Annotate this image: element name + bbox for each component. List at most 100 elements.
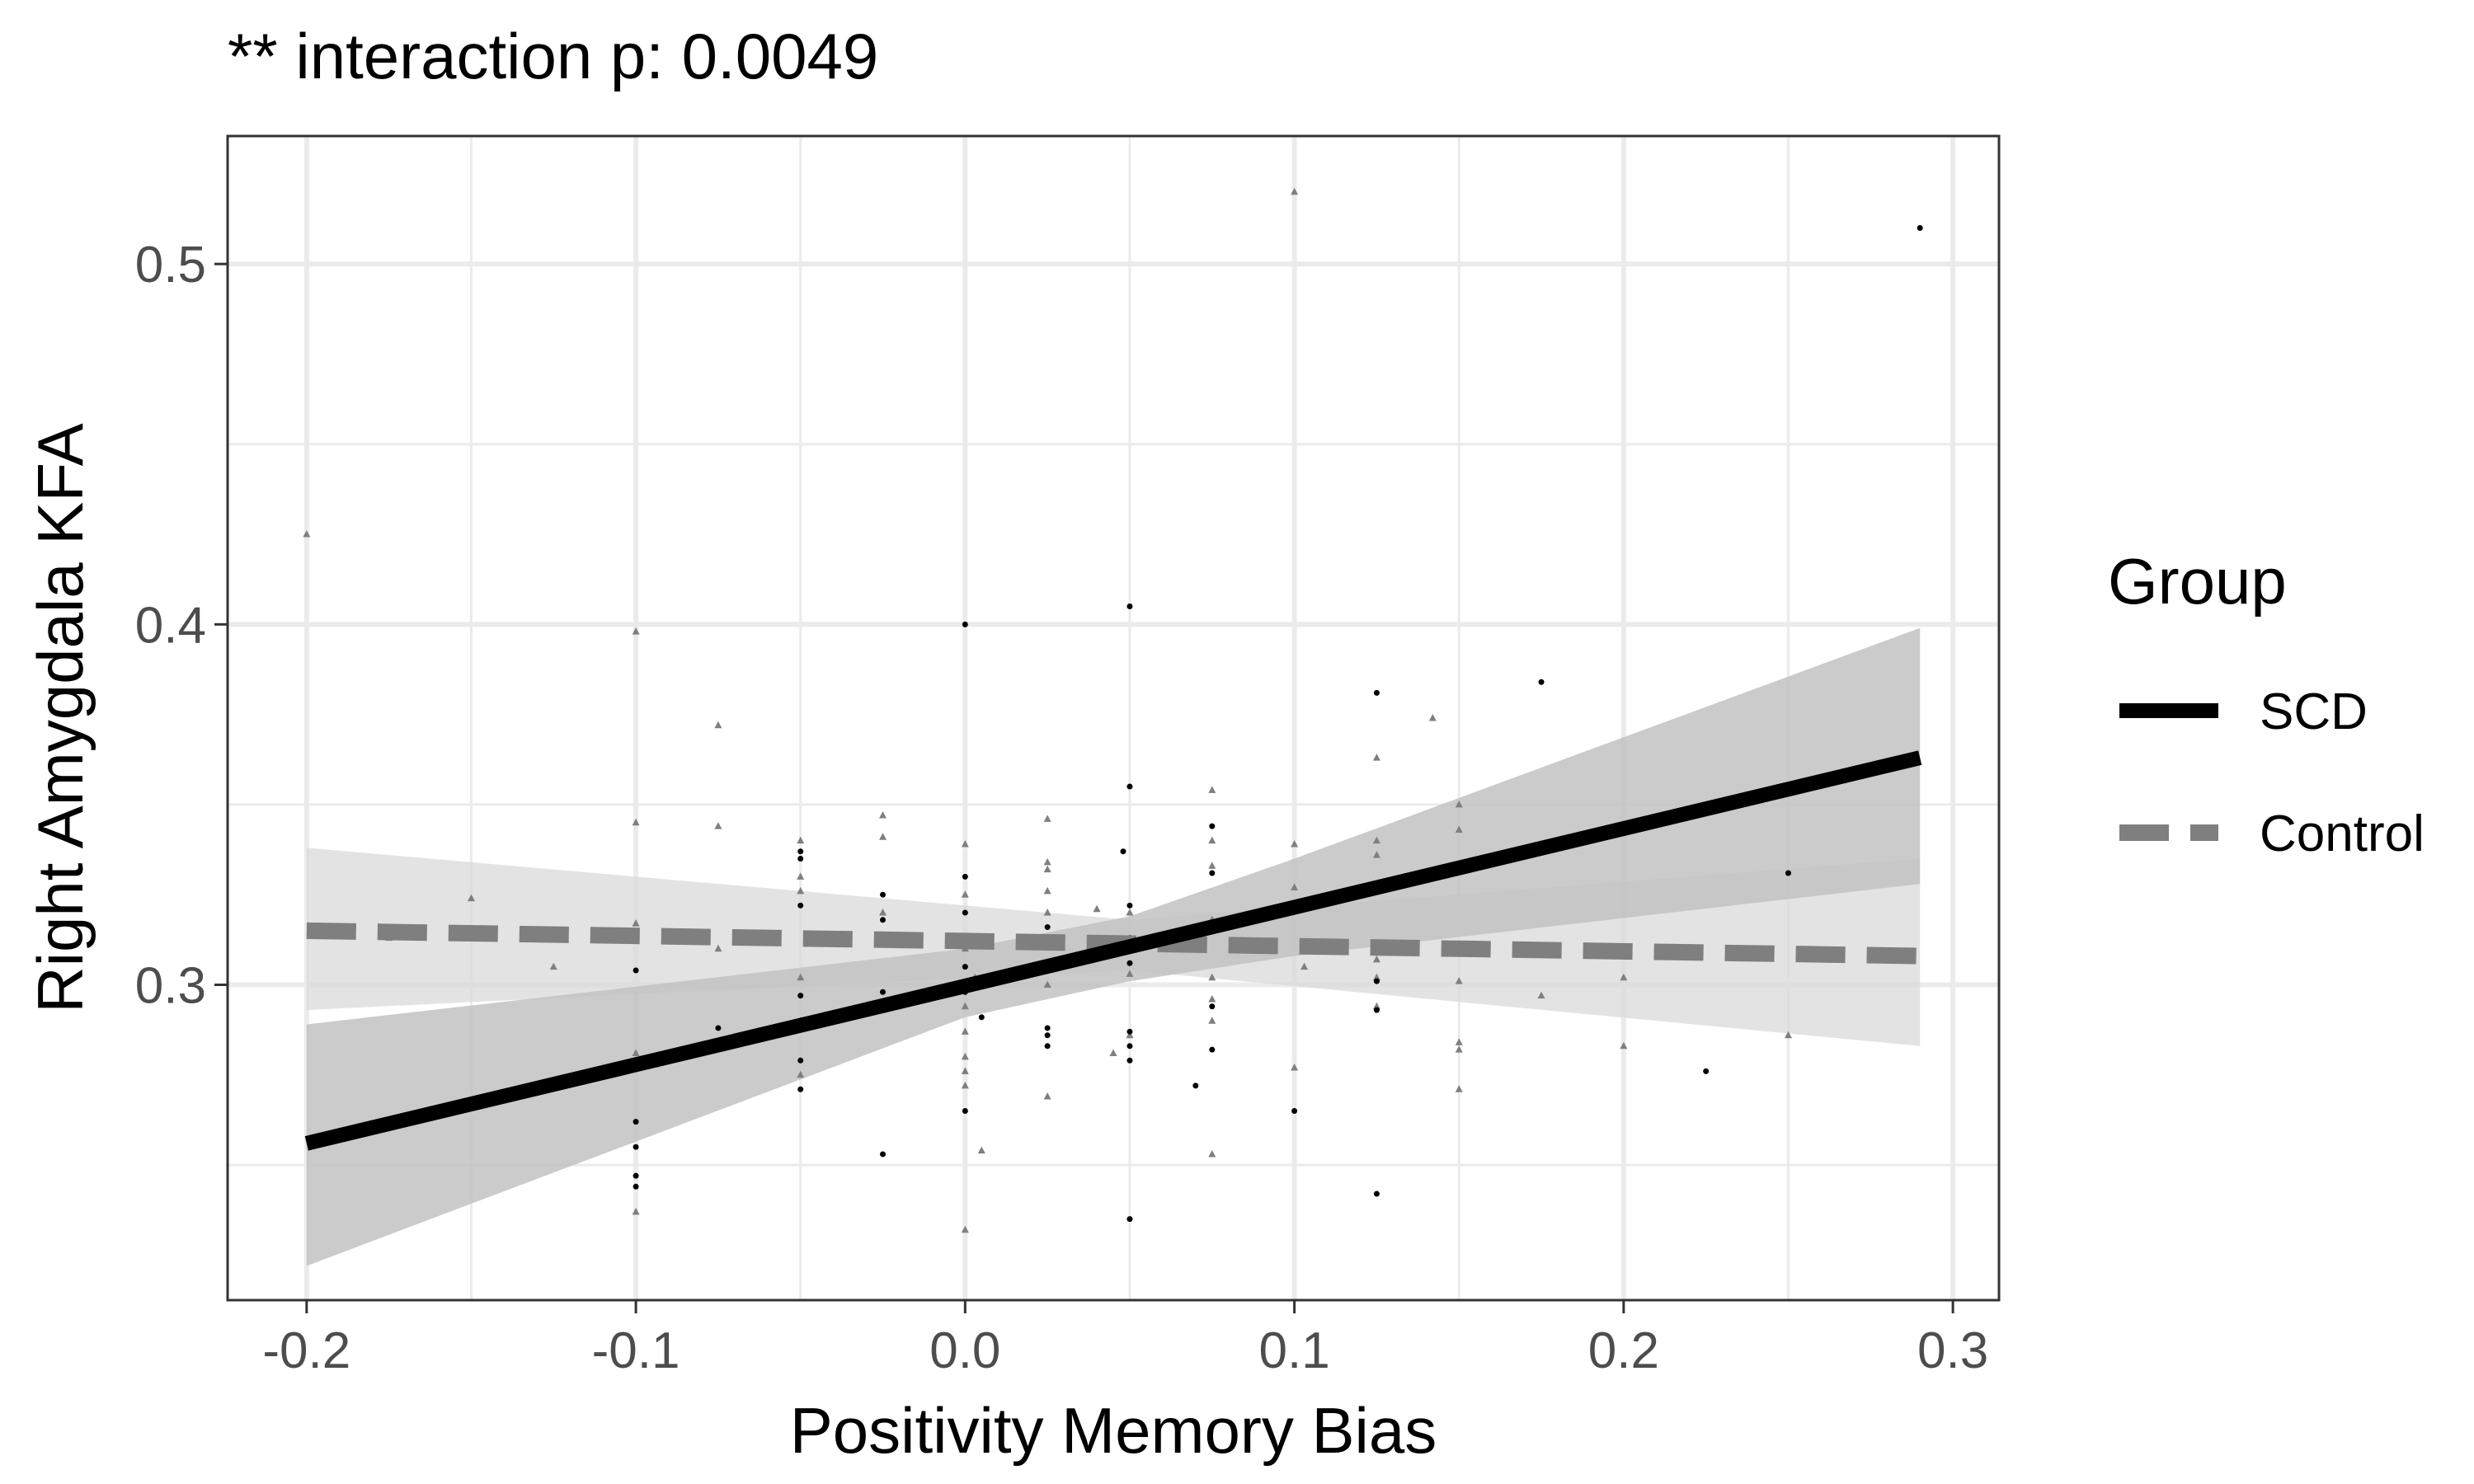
y-tick-label: 0.4	[135, 597, 206, 654]
data-point-control	[1372, 836, 1380, 844]
data-point-control	[961, 890, 969, 898]
data-point-control	[1208, 786, 1216, 793]
data-point-control	[1043, 815, 1051, 822]
data-point-scd	[1373, 1007, 1380, 1013]
data-point-scd	[1126, 603, 1133, 609]
data-point-control	[797, 836, 805, 844]
data-point-control	[1126, 909, 1134, 916]
data-point-control	[961, 1225, 969, 1233]
data-point-scd	[1126, 1043, 1133, 1050]
data-point-scd	[1126, 1216, 1133, 1223]
data-point-scd	[1044, 924, 1051, 931]
data-point-scd	[1209, 870, 1216, 876]
data-point-scd	[962, 964, 968, 970]
data-point-control	[1372, 1002, 1380, 1010]
data-point-control	[632, 1049, 640, 1057]
data-point-control	[961, 840, 969, 848]
data-point-control	[961, 1027, 969, 1035]
data-point-scd	[715, 1025, 722, 1031]
y-tick-label: 0.5	[135, 237, 206, 294]
data-point-scd	[1209, 1046, 1216, 1053]
data-point-control	[1208, 836, 1216, 844]
data-point-control	[961, 1002, 969, 1010]
data-point-control	[797, 973, 805, 981]
data-point-control	[1093, 904, 1101, 913]
data-point-control	[1455, 800, 1463, 808]
legend-title: Group	[2108, 545, 2287, 618]
data-point-control	[1455, 1085, 1463, 1092]
data-point-scd	[633, 1119, 639, 1125]
data-point-control	[1372, 851, 1380, 858]
data-point-control	[303, 530, 311, 538]
data-point-scd	[978, 1014, 985, 1021]
data-point-control	[1372, 955, 1380, 963]
data-point-scd	[1044, 1032, 1051, 1039]
data-point-control	[1455, 1038, 1463, 1045]
data-point-scd	[1538, 679, 1545, 685]
data-point-control	[1043, 865, 1051, 873]
data-point-scd	[797, 902, 804, 909]
data-point-scd	[633, 1183, 639, 1190]
data-point-control	[1291, 1064, 1299, 1071]
data-point-control	[632, 627, 640, 635]
data-point-control	[961, 1081, 969, 1089]
chart-title: ** interaction p: 0.0049	[228, 20, 878, 92]
data-point-scd	[1917, 224, 1923, 231]
x-tick-label: -0.2	[262, 1322, 350, 1379]
legend-label-scd: SCD	[2260, 683, 2368, 740]
legend-label-control: Control	[2260, 805, 2425, 862]
data-point-control	[977, 1146, 985, 1154]
data-point-scd	[1192, 1082, 1199, 1089]
panel-border	[226, 134, 2001, 1302]
data-point-control	[879, 811, 887, 819]
data-point-control	[714, 822, 722, 829]
data-point-control	[1300, 962, 1309, 970]
data-point-scd	[1703, 1068, 1710, 1074]
data-point-scd	[962, 621, 968, 627]
fit-line-scd	[304, 750, 1922, 1151]
y-axis: 0.3 0.4 0.5	[135, 237, 228, 1014]
x-tick-label: 0.1	[1258, 1322, 1329, 1379]
data-point-scd	[633, 1172, 639, 1179]
x-tick-label: -0.1	[592, 1322, 680, 1379]
data-point-scd	[797, 1086, 804, 1092]
data-point-control	[879, 833, 887, 840]
data-point-control	[1372, 754, 1380, 761]
fit-lines	[304, 750, 1922, 1151]
data-point-control	[1455, 1045, 1463, 1053]
data-point-control	[1208, 1017, 1216, 1024]
data-point-control	[1208, 994, 1216, 1003]
data-point-control	[1455, 825, 1463, 834]
data-point-control	[1126, 1031, 1134, 1039]
data-point-control	[1537, 991, 1545, 999]
data-point-control	[1126, 970, 1134, 977]
data-point-control	[1784, 1031, 1792, 1039]
data-point-scd	[880, 891, 887, 898]
data-point-control	[961, 1067, 969, 1074]
data-point-scd	[1044, 1043, 1051, 1050]
data-point-control	[1291, 187, 1299, 195]
data-point-scd	[797, 855, 804, 862]
data-point-control	[632, 919, 640, 927]
data-point-control	[714, 721, 722, 729]
data-point-scd	[962, 1107, 968, 1114]
data-point-control	[1043, 857, 1051, 866]
data-point-control	[1043, 909, 1051, 916]
data-point-control	[1043, 886, 1051, 895]
data-point-control	[714, 944, 722, 952]
data-point-scd	[797, 993, 804, 999]
data-point-control	[797, 1070, 805, 1078]
data-point-scd	[880, 917, 887, 923]
x-tick-label: 0.2	[1588, 1322, 1659, 1379]
data-point-scd	[1126, 902, 1133, 909]
data-point-control	[1208, 1149, 1216, 1158]
data-point-control	[467, 894, 475, 902]
data-point-scd	[797, 1057, 804, 1064]
data-point-control	[1372, 973, 1380, 981]
data-point-scd	[1120, 848, 1126, 855]
data-point-control	[549, 962, 557, 970]
data-point-scd	[633, 1144, 639, 1150]
data-point-scd	[1291, 1107, 1298, 1114]
data-point-scd	[1126, 783, 1133, 790]
